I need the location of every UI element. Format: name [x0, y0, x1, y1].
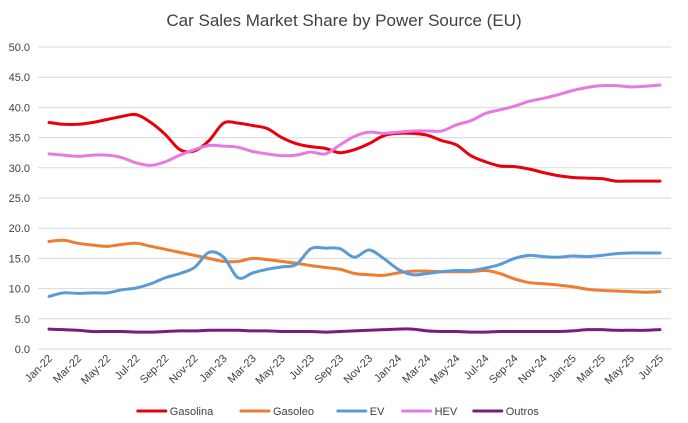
y-tick-label: 10.0: [9, 284, 30, 296]
legend-label-ev: EV: [370, 406, 385, 418]
chart-title: Car Sales Market Share by Power Source (…: [166, 11, 521, 30]
x-tick-label: Nov-22: [167, 353, 201, 387]
x-tick-label: Jan-22: [23, 353, 55, 385]
y-tick-label: 0.0: [15, 344, 30, 356]
legend-label-hev: HEV: [435, 406, 458, 418]
x-tick-label: Sep-23: [312, 353, 346, 387]
series-line-gasoleo: [47, 238, 662, 294]
y-tick-label: 45.0: [9, 72, 30, 84]
y-tick-label: 50.0: [9, 42, 30, 54]
x-tick-label: May-23: [253, 353, 287, 387]
x-tick-label: May-24: [428, 353, 462, 387]
y-tick-label: 30.0: [9, 163, 30, 175]
series-line-outros: [47, 327, 662, 334]
gridlines: [38, 46, 671, 350]
x-tick-label: Nov-24: [516, 353, 550, 387]
y-tick-label: 40.0: [9, 102, 30, 114]
x-tick-label: Jan-24: [372, 353, 404, 385]
x-tick-label: May-22: [79, 353, 113, 387]
y-tick-label: 5.0: [15, 314, 30, 326]
x-tick-label: May-25: [603, 353, 637, 387]
x-tick-label: Nov-23: [342, 353, 376, 387]
x-tick-label: Mar-22: [51, 353, 84, 386]
x-tick-label: Jul-25: [636, 353, 666, 383]
series-lines: [47, 83, 662, 334]
y-tick-label: 20.0: [9, 223, 30, 235]
legend: Gasolina Gasoleo EV HEV Outros: [136, 406, 540, 418]
x-tick-label: Jan-25: [547, 353, 579, 385]
x-tick-label: Sep-22: [138, 353, 172, 387]
legend-label-outros: Outros: [506, 406, 540, 418]
x-tick-label: Mar-24: [400, 353, 433, 386]
series-line-gasolina: [47, 112, 662, 183]
y-tick-label: 15.0: [9, 253, 30, 265]
legend-label-gasoleo: Gasoleo: [273, 406, 314, 418]
y-tick-label: 35.0: [9, 133, 30, 145]
series-line-hev: [47, 83, 662, 167]
x-tick-label: Mar-25: [575, 353, 608, 386]
y-axis-ticks: 0.0 5.0 10.0 15.0 20.0 25.0 30.0 35.0 40.0 45.0 50…: [9, 42, 30, 356]
x-tick-label: Sep-24: [487, 353, 521, 387]
legend-label-gasolina: Gasolina: [170, 406, 214, 418]
series-line-ev: [47, 245, 662, 298]
y-tick-label: 25.0: [9, 193, 30, 205]
x-tick-label: Mar-23: [226, 353, 259, 386]
x-tick-label: Jan-23: [197, 353, 229, 385]
